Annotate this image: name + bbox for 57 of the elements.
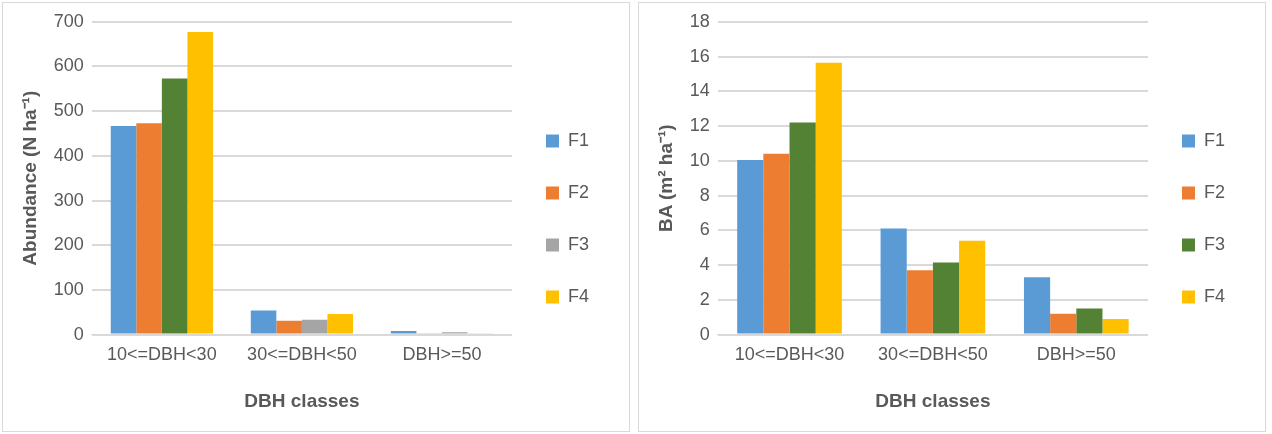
bar — [1023, 277, 1051, 334]
x-tick-label: 30<=DBH<50 — [878, 344, 988, 365]
legend-label: F3 — [567, 233, 590, 254]
bar — [763, 153, 790, 334]
x-tick-label: DBH>=50 — [1036, 344, 1116, 365]
bar — [161, 78, 188, 334]
x-axis-title: DBH classes — [875, 389, 991, 411]
x-tick-label: 30<=DBH<50 — [247, 344, 357, 365]
y-tick-label: 0 — [699, 323, 710, 344]
y-tick-label: 16 — [689, 45, 710, 66]
bar — [250, 310, 277, 334]
bar — [906, 270, 933, 334]
bar — [1076, 308, 1103, 334]
bar — [1050, 313, 1077, 334]
y-tick-label: 8 — [699, 184, 710, 205]
bar — [136, 123, 162, 334]
bar — [1102, 318, 1129, 334]
y-tick-label: 600 — [53, 55, 84, 76]
bar — [880, 228, 907, 334]
y-tick-label: 2 — [699, 288, 710, 309]
y-tick-label: 500 — [53, 100, 84, 121]
y-tick-label: 18 — [689, 10, 710, 31]
y-tick-label: 4 — [699, 254, 710, 275]
x-tick-label: DBH>=50 — [402, 344, 482, 365]
y-axis-title: Abundance (N ha⁻¹) — [18, 90, 40, 266]
legend-label: F4 — [1203, 285, 1226, 306]
bar — [276, 320, 302, 334]
y-tick-label: 6 — [699, 219, 710, 240]
legend-label: F4 — [567, 285, 590, 306]
bar — [932, 262, 960, 334]
y-tick-label: 0 — [73, 323, 84, 344]
y-axis-title: BA (m² ha⁻¹) — [654, 124, 676, 233]
y-tick-label: 200 — [53, 234, 84, 255]
legend-label: F1 — [1203, 129, 1226, 150]
y-tick-label: 10 — [689, 149, 710, 170]
bar — [110, 125, 137, 334]
bar — [789, 122, 816, 334]
bar — [327, 314, 354, 334]
legend-label: F2 — [567, 181, 590, 202]
x-tick-label: 10<=DBH<30 — [107, 344, 217, 365]
y-tick-label: 100 — [53, 278, 84, 299]
y-tick-label: 300 — [53, 189, 84, 210]
bar — [187, 32, 213, 334]
bar — [390, 331, 417, 334]
legend-label: F1 — [567, 129, 590, 150]
x-tick-label: 10<=DBH<30 — [734, 344, 845, 365]
bar — [301, 319, 328, 334]
y-tick-label: 400 — [53, 144, 84, 165]
bar — [815, 62, 842, 334]
legend-label: F3 — [1203, 233, 1226, 254]
bar — [737, 159, 764, 334]
legend-label: F2 — [1203, 181, 1226, 202]
y-tick-label: 14 — [689, 80, 710, 101]
y-tick-label: 700 — [53, 10, 84, 31]
y-tick-label: 12 — [689, 115, 710, 136]
bar — [959, 240, 986, 334]
x-axis-title: DBH classes — [244, 389, 360, 411]
